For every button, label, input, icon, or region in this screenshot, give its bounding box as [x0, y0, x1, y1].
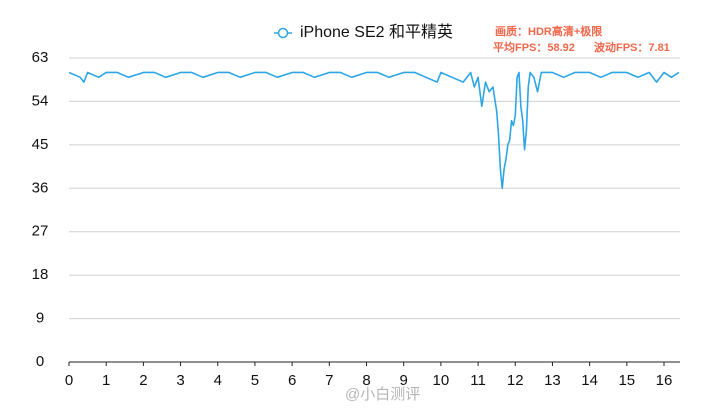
y-tick-label: 9	[36, 310, 44, 327]
x-tick-label: 3	[176, 372, 184, 389]
x-tick-label: 8	[362, 372, 370, 389]
x-tick-label: 6	[288, 372, 296, 389]
x-tick-label: 5	[251, 372, 259, 389]
x-tick-label: 15	[618, 372, 635, 389]
x-tick-label: 7	[325, 372, 333, 389]
watermark: @小白测评	[345, 386, 420, 403]
y-tick-label: 54	[32, 92, 49, 109]
x-tick-label: 11	[470, 372, 486, 389]
y-tick-label: 27	[32, 223, 49, 240]
annotation: 画质：HDR高清+极限	[495, 24, 602, 38]
x-tick-label: 0	[65, 372, 73, 389]
y-tick-label: 36	[32, 179, 49, 196]
x-tick-label: 1	[102, 372, 110, 389]
x-tick-label: 13	[544, 372, 561, 389]
x-tick-label: 16	[656, 372, 673, 389]
x-tick-label: 10	[433, 372, 450, 389]
legend-marker	[277, 27, 289, 39]
annotation: 波动FPS：7.81	[594, 40, 670, 54]
x-tick-label: 14	[581, 372, 598, 389]
line-series	[68, 71, 680, 190]
y-tick-label: 0	[36, 353, 44, 370]
legend-label: iPhone SE2 和平精英	[300, 23, 453, 41]
x-tick-label: 9	[400, 372, 408, 389]
x-tick-label: 12	[507, 372, 524, 389]
x-tick-label: 2	[139, 372, 147, 389]
x-tick-label: 4	[214, 372, 222, 389]
annotation: 平均FPS：58.92	[493, 40, 575, 54]
y-tick-label: 63	[32, 49, 49, 66]
y-tick-label: 45	[32, 136, 49, 153]
y-tick-label: 18	[32, 266, 49, 283]
